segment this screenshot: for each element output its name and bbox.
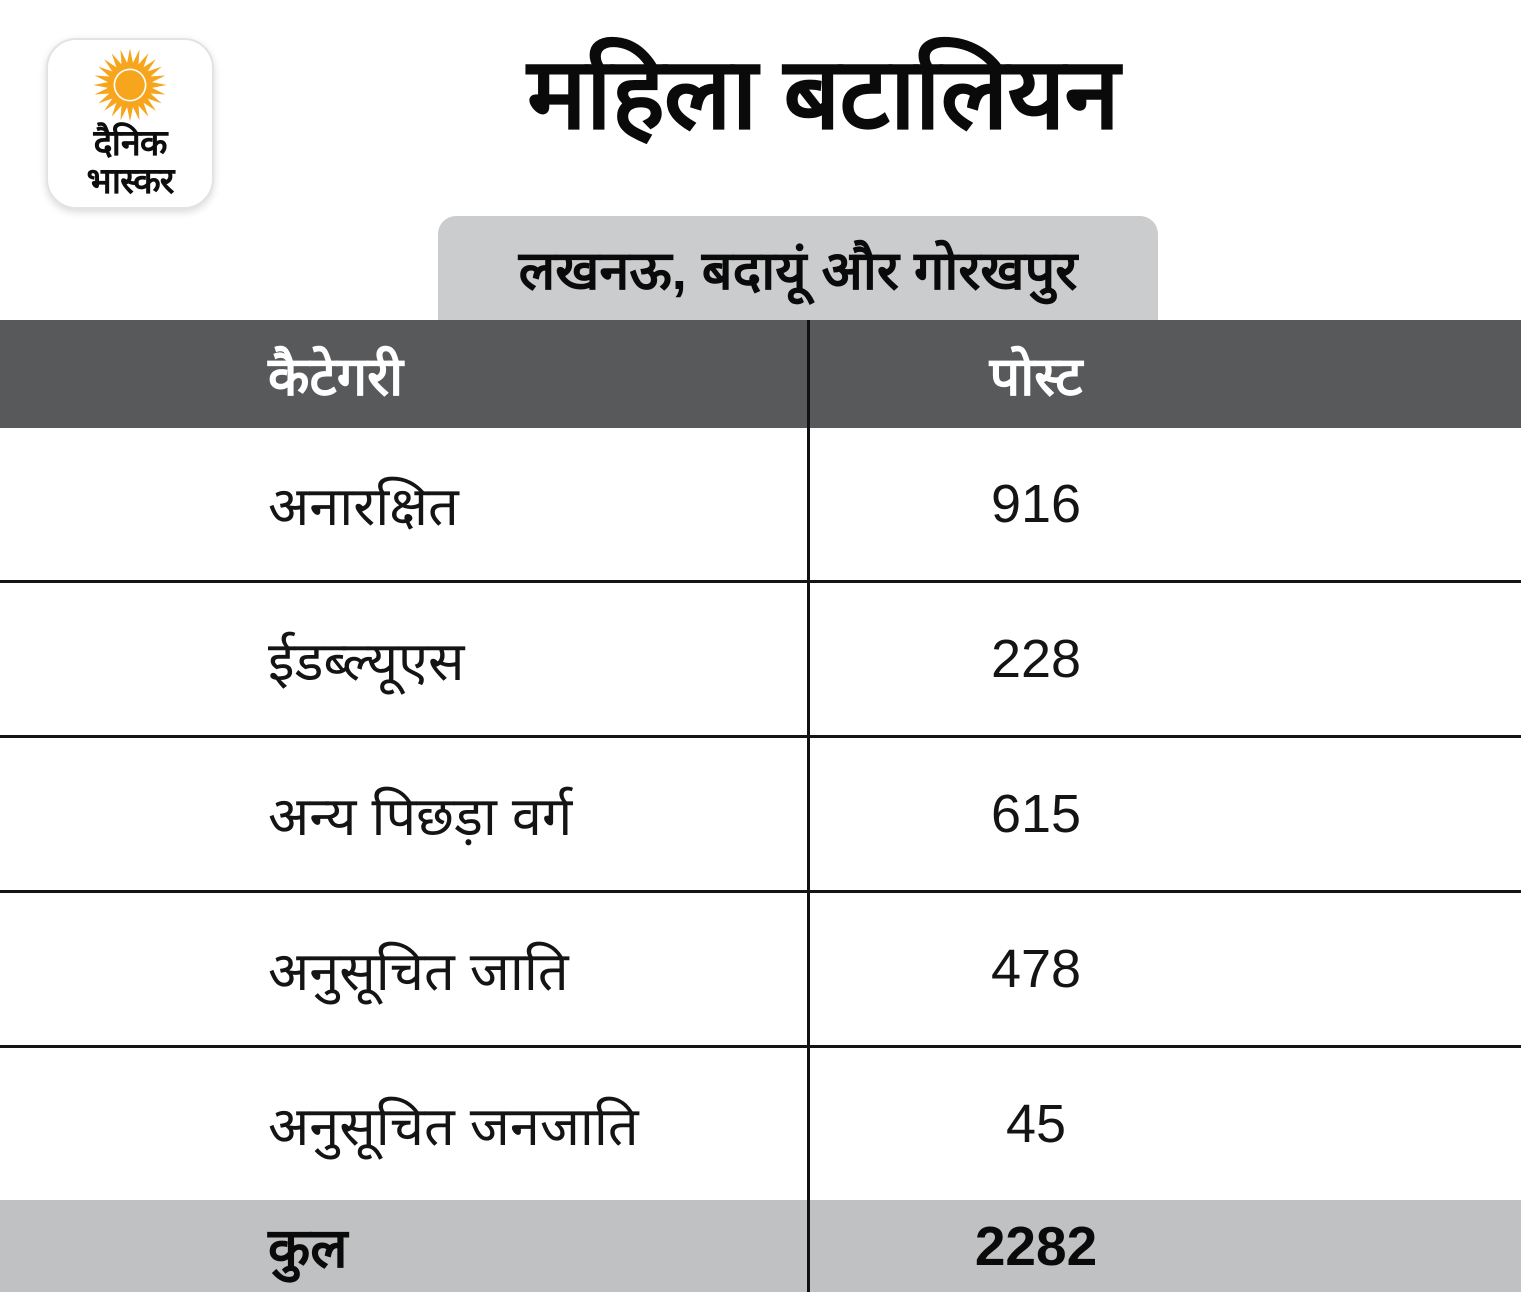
- category-cell: ईडब्ल्यूएस: [0, 583, 810, 735]
- header-cell-category: कैटेगरी: [0, 320, 810, 428]
- table-row: अनारक्षित 916: [0, 428, 1521, 583]
- total-label: कुल: [268, 1216, 348, 1279]
- table-row: अन्य पिछड़ा वर्ग 615: [0, 738, 1521, 893]
- sun-icon: [93, 48, 167, 122]
- table-total-row: कुल 2282: [0, 1200, 1521, 1292]
- page-title: महिला बटालियन: [527, 38, 1120, 150]
- category-label: अन्य पिछड़ा वर्ग: [268, 787, 573, 847]
- posts-value: 228: [990, 629, 1082, 689]
- total-value-cell: 2282: [810, 1200, 1262, 1292]
- category-label: अनुसूचित जाति: [268, 942, 569, 1002]
- category-cell: अन्य पिछड़ा वर्ग: [0, 738, 810, 890]
- posts-value: 916: [990, 474, 1082, 534]
- posts-cell: 615: [810, 738, 1262, 890]
- table-body: अनारक्षित 916 ईडब्ल्यूएस 228 अन्य पिछड़ा…: [0, 428, 1521, 1200]
- header-cell-posts: पोस्ट: [810, 320, 1262, 428]
- category-cell: अनुसूचित जाति: [0, 893, 810, 1045]
- brand-logo: दैनिक भास्कर: [46, 38, 214, 209]
- subtitle-text: लखनऊ, बदायूं और गोरखपुर: [518, 241, 1078, 301]
- table-row: ईडब्ल्यूएस 228: [0, 583, 1521, 738]
- category-cell: अनुसूचित जनजाति: [0, 1048, 810, 1200]
- category-cell: अनारक्षित: [0, 428, 810, 580]
- subtitle-band: लखनऊ, बदायूं और गोरखपुर: [438, 216, 1158, 320]
- posts-cell: 478: [810, 893, 1262, 1045]
- brand-name-line1: दैनिक: [93, 122, 167, 163]
- brand-name-line2: भास्कर: [86, 160, 174, 202]
- category-label: अनुसूचित जनजाति: [268, 1097, 639, 1157]
- total-value: 2282: [974, 1215, 1098, 1277]
- table-header-row: कैटेगरी पोस्ट: [0, 320, 1521, 428]
- total-label-cell: कुल: [0, 1200, 810, 1292]
- posts-value: 45: [1005, 1094, 1067, 1154]
- posts-value: 478: [990, 939, 1082, 999]
- header-posts-label: पोस्ट: [989, 347, 1083, 407]
- category-label: ईडब्ल्यूएस: [268, 632, 465, 692]
- posts-table: कैटेगरी पोस्ट अनारक्षित 916 ईडब्ल्यूएस: [0, 320, 1521, 1292]
- table-row: अनुसूचित जनजाति 45: [0, 1048, 1521, 1200]
- header-category-label: कैटेगरी: [268, 347, 404, 407]
- posts-cell: 228: [810, 583, 1262, 735]
- posts-cell: 45: [810, 1048, 1262, 1200]
- posts-value: 615: [990, 784, 1082, 844]
- table-row: अनुसूचित जाति 478: [0, 893, 1521, 1048]
- posts-cell: 916: [810, 428, 1262, 580]
- category-label: अनारक्षित: [268, 477, 459, 537]
